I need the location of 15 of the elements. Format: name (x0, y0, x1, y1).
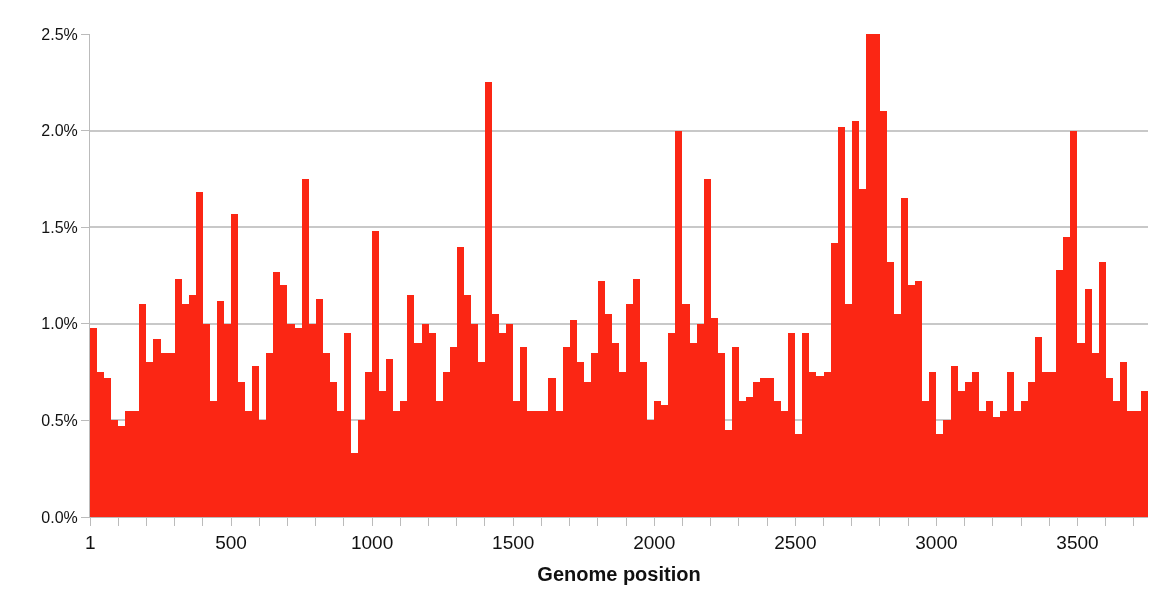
x-tick-label: 2000 (633, 531, 676, 553)
y-tick-label: 1.0% (41, 315, 78, 333)
x-tick-label: 1 (84, 531, 96, 553)
x-tick-label: 2500 (774, 531, 817, 553)
x-tick-label: 3000 (915, 531, 958, 553)
y-tick-label: 0.5% (41, 412, 78, 429)
y-tick-label: 1.5% (41, 218, 78, 236)
y-tick-label: 2.5% (41, 25, 78, 43)
x-tick-label: 1000 (350, 531, 394, 553)
y-tick-label: 0.0% (41, 508, 78, 526)
x-tick-label: 500 (215, 531, 247, 553)
x-axis-title: Genome position (537, 563, 701, 586)
x-tick-label: 1500 (492, 531, 535, 553)
x-tick-label: 3500 (1056, 531, 1099, 553)
y-tick-label: 2.0% (41, 122, 78, 140)
